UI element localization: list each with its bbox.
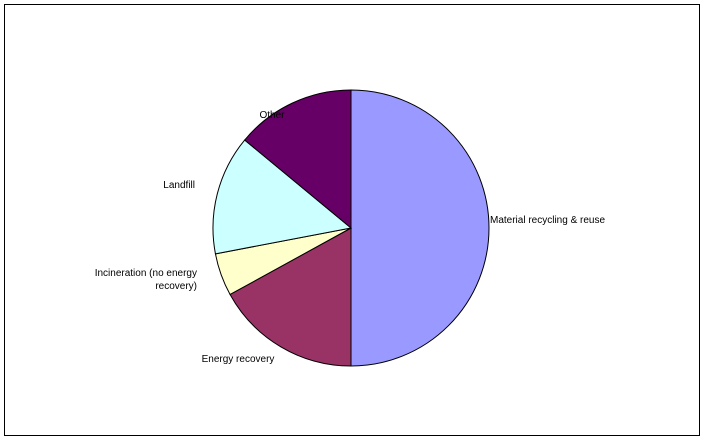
pie-slice-landfill [212, 139, 353, 255]
pie-label-landfill: Landfill [163, 180, 195, 191]
pie-labels: Material recycling & reuse Energy recover… [95, 110, 606, 365]
pie-slice-energy-recovery [229, 227, 352, 367]
pie-label-incineration-no-energy-recovery: Incineration (no energy recovery) [95, 268, 197, 292]
pie-label-other: Other [259, 110, 285, 121]
pie-slice-material-recycling-reuse [350, 89, 490, 367]
pie-label-energy-recovery: Energy recovery [202, 354, 275, 365]
pie-slice-other [243, 89, 352, 230]
pie-slices [212, 89, 490, 367]
pie-label-material-recycling-reuse: Material recycling & reuse [490, 215, 605, 226]
